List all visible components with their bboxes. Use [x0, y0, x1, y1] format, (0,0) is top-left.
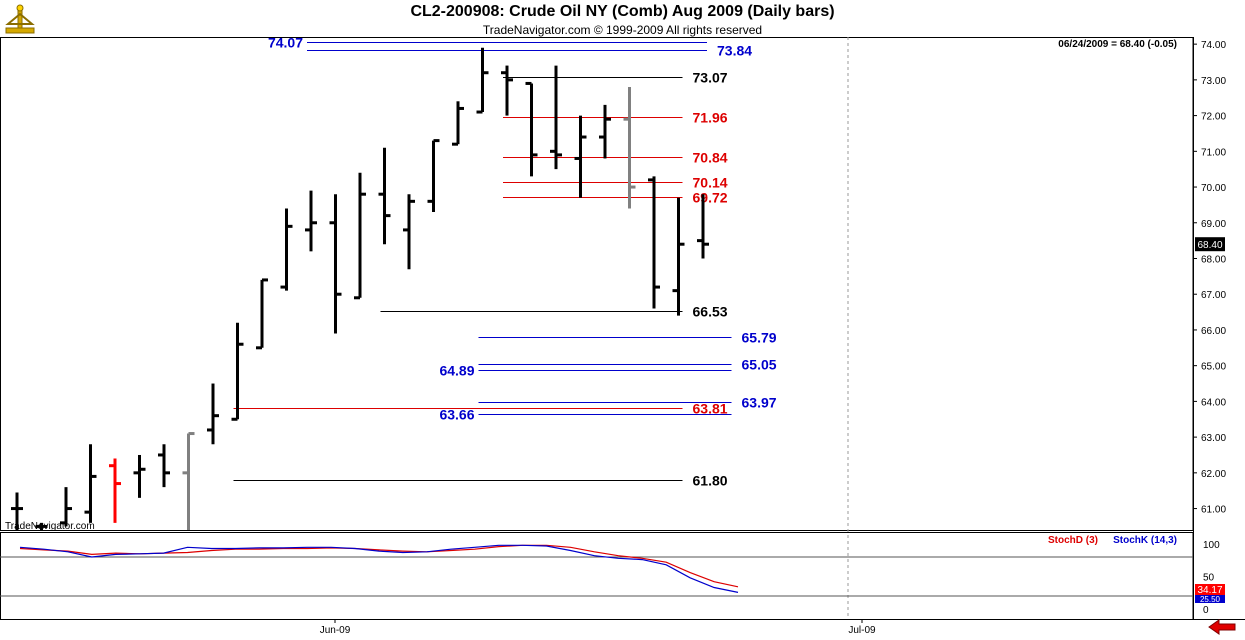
ohlc-bar	[378, 147, 391, 245]
level-label: 65.79	[742, 330, 777, 346]
y-tick-label: 73.00	[1201, 76, 1226, 87]
watermark-text: TradeNavigator.com	[5, 521, 95, 532]
ohlc-bar	[697, 194, 709, 259]
stochk-readout: 25.50	[1200, 595, 1221, 604]
level-label: 71.96	[693, 110, 728, 126]
legend-stochk: StochK (14,3)	[1113, 535, 1177, 546]
oscillator-panel-frame	[0, 532, 1194, 620]
price-panel-frame	[0, 37, 1194, 531]
ohlc-bar	[354, 172, 366, 300]
ohlc-bar	[648, 176, 660, 309]
grid-layer	[0, 37, 1245, 620]
ohlc-bar	[35, 522, 48, 530]
y-tick-label: 64.00	[1201, 397, 1226, 408]
ohlc-bar	[403, 194, 415, 270]
oscillator-y-tick-label: 100	[1203, 540, 1220, 551]
level-label: 70.14	[693, 175, 728, 191]
ohlc-bar	[11, 492, 23, 530]
y-tick-label: 67.00	[1201, 290, 1226, 301]
ohlc-bar	[158, 444, 170, 488]
y-tick-label: 74.00	[1201, 40, 1226, 51]
ohlc-bar	[84, 444, 97, 523]
last-price-label: 68.40	[1197, 240, 1222, 251]
ohlc-bar	[452, 101, 464, 146]
ohlc-bar	[476, 47, 489, 114]
level-label: 69.72	[693, 190, 728, 206]
level-label: 70.84	[693, 150, 728, 166]
y-tick-label: 71.00	[1201, 147, 1226, 158]
level-label: 61.80	[693, 473, 728, 489]
oscillator-y-tick-label: 50	[1203, 573, 1215, 584]
y-tick-label: 68.00	[1201, 254, 1226, 265]
level-label: 63.66	[439, 407, 474, 423]
ohlc-bar	[623, 87, 636, 209]
oscillator-series-line	[19, 544, 739, 593]
ohlc-bar	[525, 81, 538, 177]
stochd-readout: 34.17	[1197, 585, 1222, 596]
y-tick-label: 70.00	[1201, 183, 1226, 194]
stochk-readout-badge	[1195, 595, 1225, 603]
level-label: 63.81	[693, 401, 728, 417]
y-tick-label: 66.00	[1201, 326, 1226, 337]
ohlc-bar	[599, 104, 611, 159]
ohlc-bar	[427, 139, 440, 213]
ohlc-bar	[550, 65, 562, 170]
trade-navigator-logo-icon	[5, 4, 35, 34]
y-tick-label: 65.00	[1201, 362, 1226, 373]
scroll-left-arrow-icon[interactable]	[1207, 619, 1237, 635]
stochd-readout-badge	[1195, 584, 1225, 595]
y-tick-label: 63.00	[1201, 433, 1226, 444]
chart-title: CL2-200908: Crude Oil NY (Comb) Aug 2009…	[410, 3, 835, 20]
level-label: 73.07	[693, 70, 728, 86]
ohlc-bar	[231, 322, 244, 421]
level-label: 73.84	[717, 43, 752, 59]
level-label: 74.07	[268, 35, 303, 51]
y-tick-label: 62.00	[1201, 469, 1226, 480]
legend-stochd: StochD (3)	[1048, 535, 1098, 546]
oscillator-y-tick-label: 0	[1203, 605, 1209, 616]
level-label: 66.53	[693, 304, 728, 320]
ohlc-bar	[329, 194, 342, 334]
axes-layer: 06/24/2009 = 68.40 (-0.05) TradeNavigator…	[5, 39, 1226, 636]
level-label: 65.05	[742, 357, 777, 373]
ohlc-bar	[207, 383, 219, 445]
price-bars-layer	[11, 47, 709, 530]
ohlc-bar	[672, 197, 685, 316]
ohlc-bar	[305, 190, 317, 252]
ohlc-bar	[133, 454, 146, 498]
x-tick-label: Jul-09	[848, 625, 876, 636]
ohlc-bar	[574, 115, 587, 198]
level-label: 64.89	[439, 363, 474, 379]
level-label: 63.97	[742, 395, 777, 411]
price-info-readout: 06/24/2009 = 68.40 (-0.05)	[1058, 39, 1177, 50]
y-tick-label: 72.00	[1201, 112, 1226, 123]
x-tick-label: Jun-09	[320, 625, 351, 636]
y-tick-label: 61.00	[1201, 505, 1226, 516]
y-tick-label: 69.00	[1201, 219, 1226, 230]
ohlc-bar	[60, 487, 72, 527]
ohlc-bar	[501, 65, 513, 116]
ohlc-bar	[182, 432, 195, 530]
ohlc-bar	[109, 458, 121, 523]
ohlc-bar	[280, 208, 293, 291]
chart-subtitle: TradeNavigator.com © 1999-2009 All right…	[482, 23, 763, 37]
ohlc-bar	[256, 278, 268, 350]
last-price-badge	[1195, 237, 1225, 252]
